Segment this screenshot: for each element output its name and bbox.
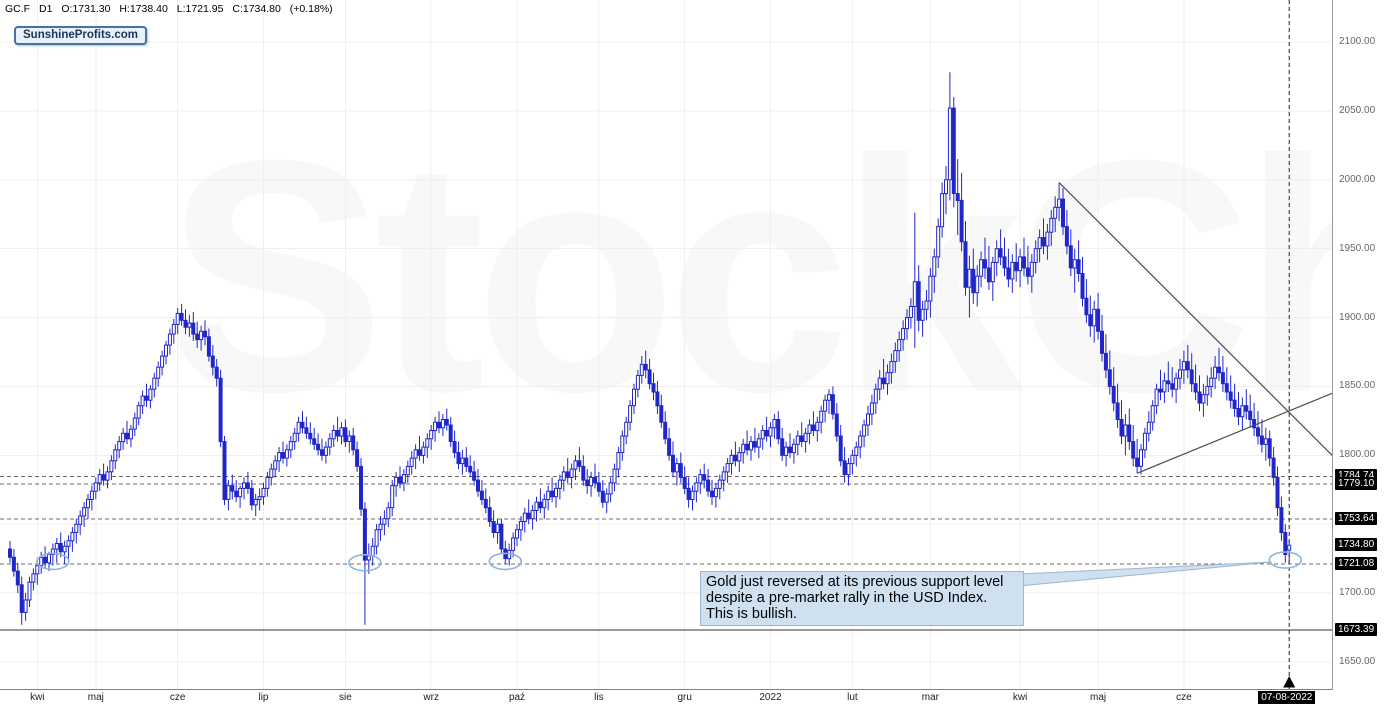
x-month-label: cze	[169, 692, 186, 703]
x-month-label: kwi	[1012, 692, 1028, 703]
support-highlight-ellipse	[1268, 551, 1303, 569]
price-level-badge: 1779.10	[1335, 477, 1378, 491]
x-month-label: maj	[87, 692, 104, 703]
y-tick-label: 1650.00	[1339, 656, 1376, 667]
x-month-label: kwi	[30, 692, 45, 703]
price-level-badge: 1721.08	[1335, 557, 1378, 571]
price-level-badge: 1673.39	[1335, 622, 1378, 636]
sunshineprofits-brand-badge: SunshineProfits.com	[14, 26, 148, 45]
price-level-badge: 1734.80	[1335, 538, 1378, 552]
trendline-rising-support	[1136, 392, 1332, 474]
x-month-label: paź	[508, 692, 526, 703]
y-tick-label: 2050.00	[1339, 104, 1376, 116]
x-month-label: wrz	[423, 692, 439, 703]
y-tick-label: 2000.00	[1339, 173, 1376, 185]
low-value: L:1721.95	[176, 3, 224, 15]
candlestick-plot	[0, 0, 1332, 690]
candles	[8, 72, 1292, 625]
price-level-badge: 1753.64	[1335, 512, 1378, 526]
y-tick-label: 1950.00	[1339, 242, 1376, 254]
support-highlight-ellipse	[488, 552, 523, 571]
x-month-label: maj	[1090, 692, 1107, 703]
open-value: O:1731.30	[61, 3, 111, 15]
quote-header: GC.F D1 O:1731.30 H:1738.40 L:1721.95 C:…	[5, 3, 339, 15]
current-date-badge: 07-08-2022	[1258, 691, 1316, 704]
high-value: H:1738.40	[119, 3, 168, 15]
change-percent: (+0.18%)	[289, 3, 333, 15]
annotation-callout: Gold just reversed at its previous suppo…	[700, 571, 1024, 626]
close-value: C:1734.80	[232, 3, 281, 15]
date-axis: kwi maj cze lip sie wrz paź lis gru 2022 lut mar kwi…	[0, 690, 1387, 707]
support-highlight-ellipse	[36, 552, 70, 571]
y-tick-label: 1800.00	[1339, 449, 1376, 461]
x-month-label: cze	[1176, 692, 1192, 703]
timeframe-label: D1	[39, 3, 53, 15]
date-marker-arrow	[1283, 676, 1296, 688]
x-month-label: 2022	[759, 692, 782, 703]
price-axis: 2100.00 2050.00 2000.00 1950.00 1900.00 1850.…	[1332, 0, 1387, 690]
y-tick-label: 2100.00	[1339, 36, 1376, 47]
chart-plot-area: StockCharts.com	[0, 0, 1332, 690]
y-tick-label: 1850.00	[1339, 380, 1376, 392]
x-month-label: lut	[847, 692, 858, 703]
y-tick-label: 1900.00	[1339, 311, 1376, 323]
x-month-label: sie	[338, 692, 352, 703]
x-month-label: gru	[677, 692, 692, 703]
x-month-label: mar	[921, 692, 940, 703]
x-month-label: lip	[258, 692, 269, 703]
y-tick-label: 1700.00	[1339, 587, 1376, 599]
support-highlight-ellipse	[348, 553, 382, 572]
x-month-label: lis	[594, 692, 604, 703]
trendline-declining-resistance	[1058, 182, 1332, 456]
symbol-label: GC.F	[5, 3, 31, 15]
